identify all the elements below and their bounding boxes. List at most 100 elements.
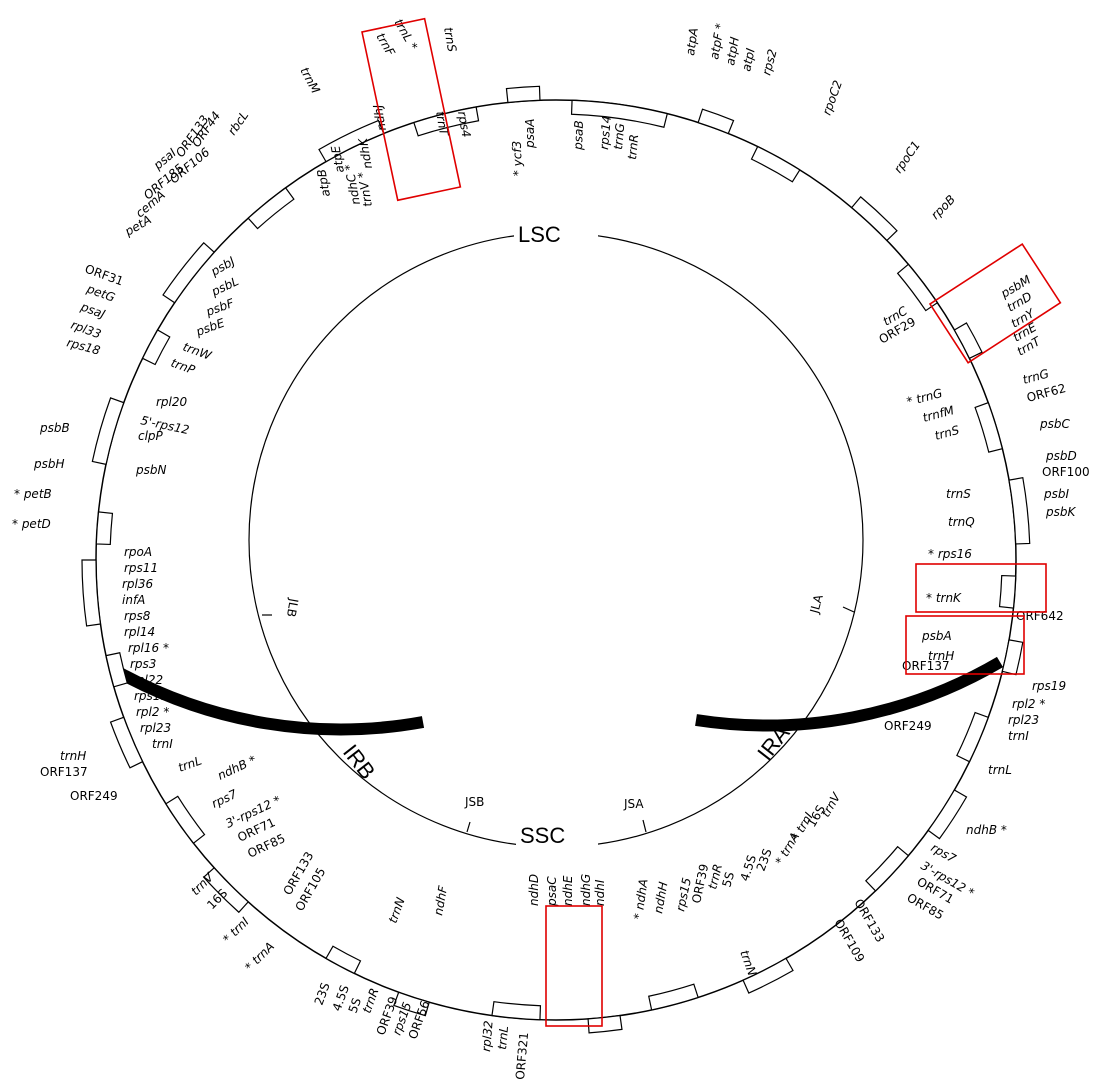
highlight-box-trnL-trnF bbox=[361, 17, 462, 202]
gene-label: 5S bbox=[719, 870, 737, 889]
gene-box bbox=[953, 322, 983, 360]
gene-label: ndhG bbox=[579, 874, 593, 906]
gene-label: rbcL bbox=[225, 109, 251, 138]
gene-label: trnG bbox=[611, 123, 627, 151]
gene-label: trnL bbox=[176, 753, 203, 774]
gene-label: rps19 bbox=[134, 689, 168, 703]
gene-label: rps11 bbox=[124, 561, 158, 575]
gene-label: trnR bbox=[625, 134, 641, 161]
gene-box bbox=[105, 652, 129, 688]
gene-box bbox=[998, 574, 1017, 609]
gene-label: 5S bbox=[346, 996, 364, 1015]
gene-label: psaC bbox=[545, 876, 559, 907]
gene-box bbox=[505, 85, 541, 104]
gene-label: trnN bbox=[386, 896, 408, 925]
gene-label: rps8 bbox=[124, 609, 151, 623]
gene-label: psbH bbox=[33, 457, 65, 471]
region-label-lsc: LSC bbox=[518, 222, 561, 247]
junction-jla: JLA bbox=[807, 592, 826, 615]
gene-box bbox=[927, 789, 968, 840]
gene-label: rpoA bbox=[124, 545, 152, 559]
gene-label: atpA bbox=[683, 27, 701, 57]
gene-label: psbN bbox=[135, 463, 166, 477]
gene-box bbox=[393, 991, 430, 1017]
gene-box bbox=[742, 957, 794, 994]
gene-label: * trnI bbox=[220, 914, 252, 946]
gene-boxes bbox=[81, 85, 1031, 1034]
gene-box bbox=[896, 263, 939, 312]
junction-jlb: JLB bbox=[284, 596, 301, 618]
junction-jsb: JSB bbox=[464, 795, 484, 809]
gene-label: trnfM bbox=[921, 403, 956, 425]
gene-label: * ndhA bbox=[631, 878, 651, 920]
gene-label: rps3 bbox=[130, 657, 156, 671]
gene-box bbox=[141, 329, 171, 366]
gene-label: psbD bbox=[1045, 449, 1077, 463]
gene-label: rpoB bbox=[928, 192, 958, 222]
gene-box bbox=[587, 1014, 623, 1034]
gene-label: trnR bbox=[705, 863, 725, 891]
gene-label: trnS bbox=[946, 487, 971, 501]
gene-label: ORF137 bbox=[40, 765, 88, 779]
gene-label: rpoC2 bbox=[820, 78, 845, 117]
gene-label: rps7 bbox=[209, 787, 239, 811]
gene-label: * rps16 bbox=[928, 547, 972, 561]
gene-box bbox=[570, 99, 669, 128]
gene-label: trnP bbox=[169, 356, 198, 378]
gene-label: 23S bbox=[312, 981, 333, 1007]
gene-label: trnF bbox=[373, 31, 398, 60]
gene-label: ndhK bbox=[356, 136, 375, 170]
gene-label: psbI bbox=[1043, 487, 1069, 501]
gene-label: ORF249 bbox=[70, 789, 118, 803]
gene-label: ORF137 bbox=[902, 659, 950, 673]
gene-box bbox=[697, 108, 735, 135]
gene-label: psaB bbox=[571, 120, 586, 151]
gene-box bbox=[95, 511, 114, 546]
gene-label: ORF321 bbox=[513, 1032, 531, 1081]
gene-label: rps14 bbox=[597, 115, 614, 150]
gene-label: trnS bbox=[933, 423, 961, 443]
gene-label: ORF249 bbox=[884, 719, 932, 733]
ir-b-thick-arc bbox=[115, 666, 425, 736]
gene-label: trnG bbox=[1021, 367, 1050, 387]
gene-label: trnN bbox=[737, 948, 759, 977]
gene-box bbox=[318, 119, 385, 163]
gene-label: trnT bbox=[433, 110, 451, 138]
gene-label: * ycf3 bbox=[510, 141, 525, 177]
gene-box bbox=[1001, 639, 1024, 676]
gene-label: rpl2 * bbox=[136, 705, 169, 719]
gene-label: ndhD bbox=[527, 874, 541, 906]
gene-box bbox=[81, 559, 102, 627]
gene-label: ndhB * bbox=[215, 753, 258, 783]
gene-label: trnV * bbox=[355, 171, 375, 208]
gene-box bbox=[850, 196, 898, 242]
gene-label: clpP bbox=[138, 429, 164, 443]
gene-label: trnI bbox=[152, 737, 173, 751]
gene-label: rpl22 bbox=[132, 673, 163, 687]
gene-label: ndhE bbox=[561, 875, 575, 906]
ir-a-thick-arc bbox=[695, 656, 1004, 732]
gene-box bbox=[1008, 476, 1031, 545]
gene-label: atpE bbox=[328, 144, 347, 174]
gene-label: * petB bbox=[14, 487, 52, 501]
gene-label: trnS bbox=[441, 26, 459, 53]
gene-label: atpI bbox=[739, 47, 758, 73]
gene-label: atpH bbox=[723, 36, 742, 67]
gene-label: trnL bbox=[988, 763, 1012, 777]
gene-box bbox=[864, 845, 910, 892]
gene-label: psbK bbox=[1045, 505, 1076, 519]
gene-label: trnQ bbox=[948, 515, 975, 529]
gene-label: trnH bbox=[928, 649, 954, 663]
gene-box bbox=[648, 983, 699, 1011]
gene-label: * trnA bbox=[242, 939, 277, 974]
gene-label: psbE bbox=[193, 316, 226, 340]
gene-label: * petD bbox=[12, 517, 51, 531]
gene-label: * trnK bbox=[926, 591, 962, 605]
gene-label: psbL bbox=[208, 274, 240, 299]
gene-label: rps4 bbox=[455, 110, 473, 138]
highlight-box-ndhE bbox=[545, 905, 603, 1027]
gene-label: psaJ bbox=[78, 299, 107, 321]
gene-label: rpl20 bbox=[156, 395, 188, 409]
gene-box bbox=[491, 1000, 542, 1021]
